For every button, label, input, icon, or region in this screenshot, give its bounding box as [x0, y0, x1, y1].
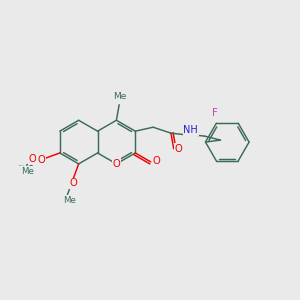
Text: O: O — [112, 159, 120, 169]
Text: Me: Me — [63, 196, 76, 205]
Text: O: O — [37, 155, 45, 165]
Text: O: O — [28, 154, 36, 164]
Text: O: O — [175, 144, 182, 154]
Text: Me: Me — [21, 167, 34, 176]
Text: NH: NH — [183, 125, 198, 135]
Text: methoxy: methoxy — [19, 164, 26, 166]
Text: F: F — [212, 108, 217, 118]
Text: O: O — [153, 156, 160, 166]
Text: Me: Me — [113, 92, 127, 101]
Text: O: O — [69, 178, 77, 188]
